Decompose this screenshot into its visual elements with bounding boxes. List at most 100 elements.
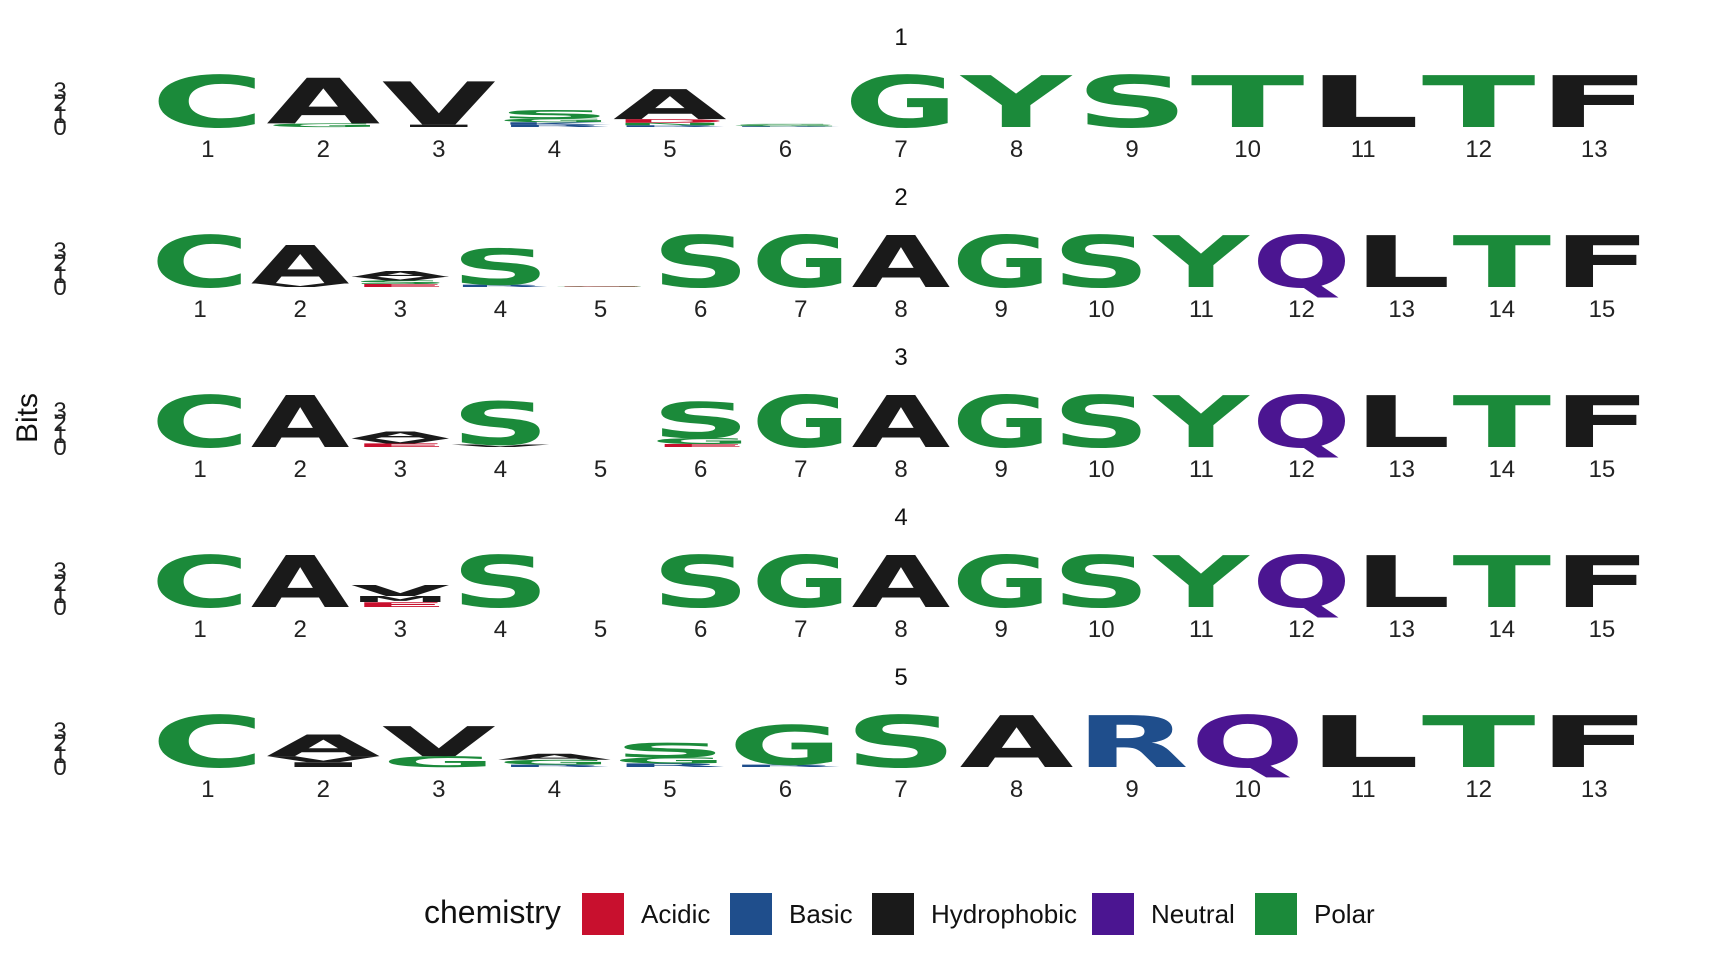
y-tick-label: 0 xyxy=(53,114,66,141)
x-tick-label: 15 xyxy=(1589,616,1616,643)
x-tick-label: 5 xyxy=(594,296,607,323)
logo-panel-5: 501231C2IVA3GV4RGA5RGS6RG7S8A9R10Q11L12T… xyxy=(53,664,1651,803)
logo-letter-V: V xyxy=(382,718,496,766)
x-tick-label: 15 xyxy=(1589,296,1616,323)
x-tick-label: 13 xyxy=(1388,456,1415,483)
x-tick-label: 3 xyxy=(394,616,407,643)
panel-title: 5 xyxy=(894,664,907,691)
logo-letter-G: G xyxy=(497,118,611,124)
logo-letter-A: A xyxy=(266,65,380,138)
logo-letter-R: R xyxy=(497,124,611,128)
y-tick-label: 3 xyxy=(53,238,66,265)
logo-letter-K: K xyxy=(497,122,610,126)
x-tick-label: 4 xyxy=(548,776,561,803)
logo-letter-S: S xyxy=(451,239,550,297)
logo-letter-R: R xyxy=(613,125,727,128)
logo-letter-A: A xyxy=(251,541,350,624)
logo-letter-G: G xyxy=(382,753,496,770)
logo-letter-D: D xyxy=(613,118,727,124)
legend-label-acidic: Acidic xyxy=(641,899,710,929)
y-tick-label: 3 xyxy=(53,558,66,585)
x-tick-label: 8 xyxy=(1010,776,1023,803)
x-tick-label: 13 xyxy=(1581,776,1608,803)
x-tick-label: 6 xyxy=(694,296,707,323)
logo-letter-S: S xyxy=(613,739,727,762)
y-tick-label: 1 xyxy=(53,422,66,449)
legend: chemistry Acidic Basic Hydrophobic Neutral P… xyxy=(424,893,1375,935)
logo-letter-S: S xyxy=(651,541,750,624)
logo-letter-R: R xyxy=(729,764,843,768)
x-tick-label: 1 xyxy=(193,296,206,323)
panel-title: 2 xyxy=(894,184,907,211)
x-tick-label: 11 xyxy=(1189,616,1214,643)
logo-letter-R: R xyxy=(497,764,611,768)
logo-panels: 101231C2GA3IV4RKGS5RNDA6RGS7G8Y9S10T11L1… xyxy=(53,24,1651,803)
logo-letter-V: V xyxy=(382,70,496,139)
logo-letter-T: T xyxy=(1452,541,1551,624)
y-tick-label: 2 xyxy=(53,730,66,757)
logo-letter-E: E xyxy=(351,442,450,448)
legend-label-basic: Basic xyxy=(789,899,853,929)
y-tick-label: 3 xyxy=(53,78,66,105)
logo-letter-I: I xyxy=(382,124,496,128)
logo-letter-S: S xyxy=(729,123,843,125)
x-tick-label: 4 xyxy=(494,456,507,483)
logo-letter-E: E xyxy=(551,287,650,288)
logo-letter-A: A xyxy=(852,221,951,304)
logo-letter-G: G xyxy=(497,759,611,767)
logo-letter-G: G xyxy=(752,541,851,624)
panel-title: 3 xyxy=(894,344,907,371)
logo-letter-V: V xyxy=(351,437,450,445)
y-tick-label: 1 xyxy=(53,582,66,609)
x-tick-label: 5 xyxy=(594,616,607,643)
x-tick-label: 13 xyxy=(1388,296,1415,323)
x-tick-label: 11 xyxy=(1351,776,1376,803)
x-tick-label: 2 xyxy=(294,296,307,323)
x-tick-label: 9 xyxy=(994,296,1007,323)
x-tick-label: 6 xyxy=(779,136,792,163)
x-tick-label: 1 xyxy=(201,776,214,803)
legend-label-polar: Polar xyxy=(1314,899,1375,929)
x-tick-label: 7 xyxy=(794,616,807,643)
logo-letter-L: L xyxy=(1306,701,1420,784)
logo-letter-G: G xyxy=(952,381,1051,464)
x-tick-label: 9 xyxy=(1125,776,1138,803)
logo-letter-G: G xyxy=(752,221,851,304)
logo-letter-R: R xyxy=(1075,701,1189,784)
x-tick-label: 6 xyxy=(779,776,792,803)
logo-panel-1: 101231C2GA3IV4RKGS5RNDA6RGS7G8Y9S10T11L1… xyxy=(53,24,1651,163)
x-tick-label: 8 xyxy=(1010,136,1023,163)
logo-letter-L: L xyxy=(1306,61,1420,144)
logo-letter-F: F xyxy=(1553,541,1652,624)
logo-letter-A: A xyxy=(351,429,450,440)
logo-letter-S: S xyxy=(497,108,611,121)
logo-letter-L: L xyxy=(1352,541,1451,624)
y-tick-label: 2 xyxy=(53,410,66,437)
logo-letter-N: N xyxy=(613,122,727,126)
logo-letter-V: V xyxy=(251,282,350,288)
x-tick-label: 14 xyxy=(1488,296,1515,323)
x-tick-label: 12 xyxy=(1465,136,1492,163)
logo-letter-G: G xyxy=(551,286,650,287)
logo-letter-A: A xyxy=(497,752,611,762)
logo-letter-G: G xyxy=(844,61,958,144)
logo-letter-T: T xyxy=(1452,221,1551,304)
logo-letter-M: M xyxy=(351,595,450,605)
logo-letter-L: L xyxy=(1352,381,1451,464)
logo-letter-T: T xyxy=(1452,381,1551,464)
x-tick-label: 5 xyxy=(594,456,607,483)
x-tick-label: 14 xyxy=(1488,456,1515,483)
logo-letter-C: C xyxy=(151,381,250,464)
y-tick-label: 3 xyxy=(53,718,66,745)
logo-letter-A: A xyxy=(266,729,380,763)
x-tick-label: 8 xyxy=(894,296,907,323)
logo-letter-S: S xyxy=(451,541,550,624)
x-tick-label: 4 xyxy=(494,296,507,323)
x-tick-label: 11 xyxy=(1189,296,1214,323)
logo-letter-S: S xyxy=(451,389,550,458)
logo-letter-S: S xyxy=(651,221,750,304)
logo-letter-Q: Q xyxy=(1252,381,1351,464)
logo-letter-A: A xyxy=(351,269,450,279)
logo-letter-S: S xyxy=(1052,381,1151,464)
